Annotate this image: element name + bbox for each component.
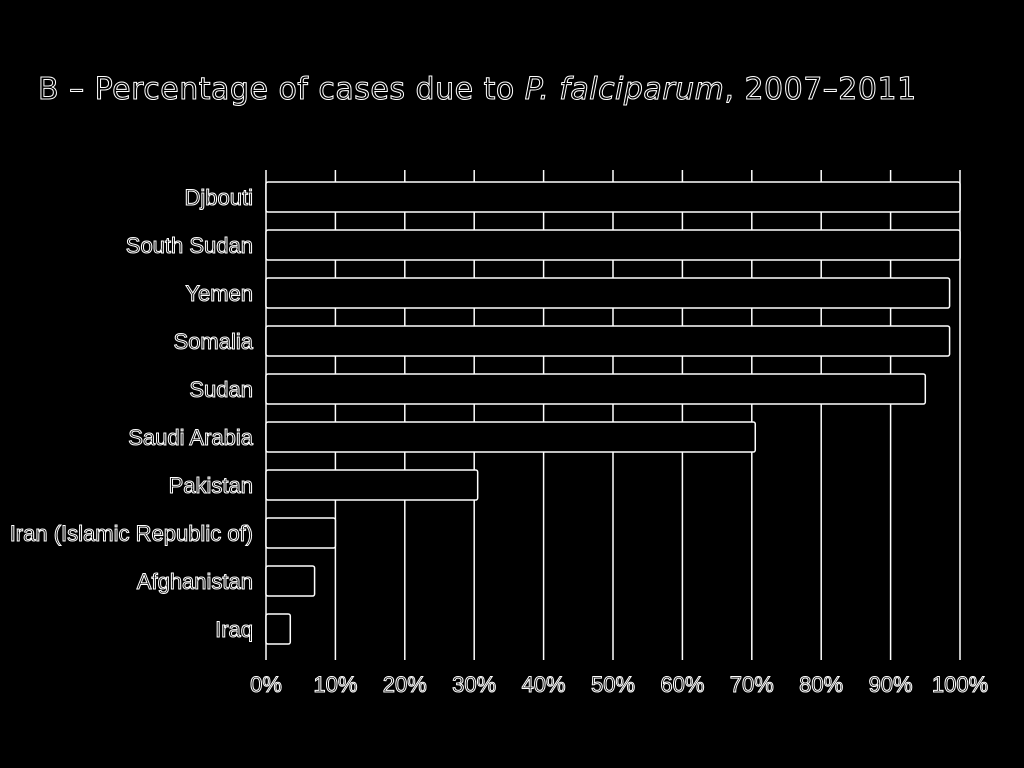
category-label: Iraq <box>215 617 253 642</box>
x-tick-label: 90% <box>869 672 913 697</box>
title-suffix: , 2007–2011 <box>724 72 917 108</box>
chart-title: B – Percentage of cases due to P. falcip… <box>38 72 917 108</box>
x-tick-label: 0% <box>250 672 282 697</box>
bar <box>265 613 292 645</box>
x-tick-label: 50% <box>591 672 635 697</box>
x-tick-label: 40% <box>522 672 566 697</box>
x-tick-label: 30% <box>452 672 496 697</box>
x-tick-label: 100% <box>932 672 988 697</box>
x-tick-label: 80% <box>799 672 843 697</box>
category-label: Saudi Arabia <box>128 425 254 450</box>
bar <box>265 325 951 357</box>
category-label: Iran (Islamic Republic of) <box>10 521 253 546</box>
title-italic: P. falciparum <box>524 72 725 108</box>
category-label: Sudan <box>189 377 253 402</box>
category-label: Djbouti <box>185 185 253 210</box>
bar <box>265 373 927 405</box>
x-tick-label: 60% <box>660 672 704 697</box>
category-label: Yemen <box>185 281 253 306</box>
bar <box>265 469 479 501</box>
bar <box>265 517 337 549</box>
category-label: Pakistan <box>169 473 253 498</box>
category-label: Afghanistan <box>137 569 253 594</box>
x-tick-label: 10% <box>313 672 357 697</box>
bar <box>265 421 757 453</box>
title-prefix: B – Percentage of cases due to <box>38 72 525 108</box>
bar <box>265 277 951 309</box>
bar <box>265 229 961 261</box>
category-label: South Sudan <box>126 233 253 258</box>
bar <box>265 565 316 597</box>
category-label: Somalia <box>174 329 254 354</box>
bar <box>265 181 961 213</box>
x-tick-label: 20% <box>383 672 427 697</box>
x-tick-label: 70% <box>730 672 774 697</box>
